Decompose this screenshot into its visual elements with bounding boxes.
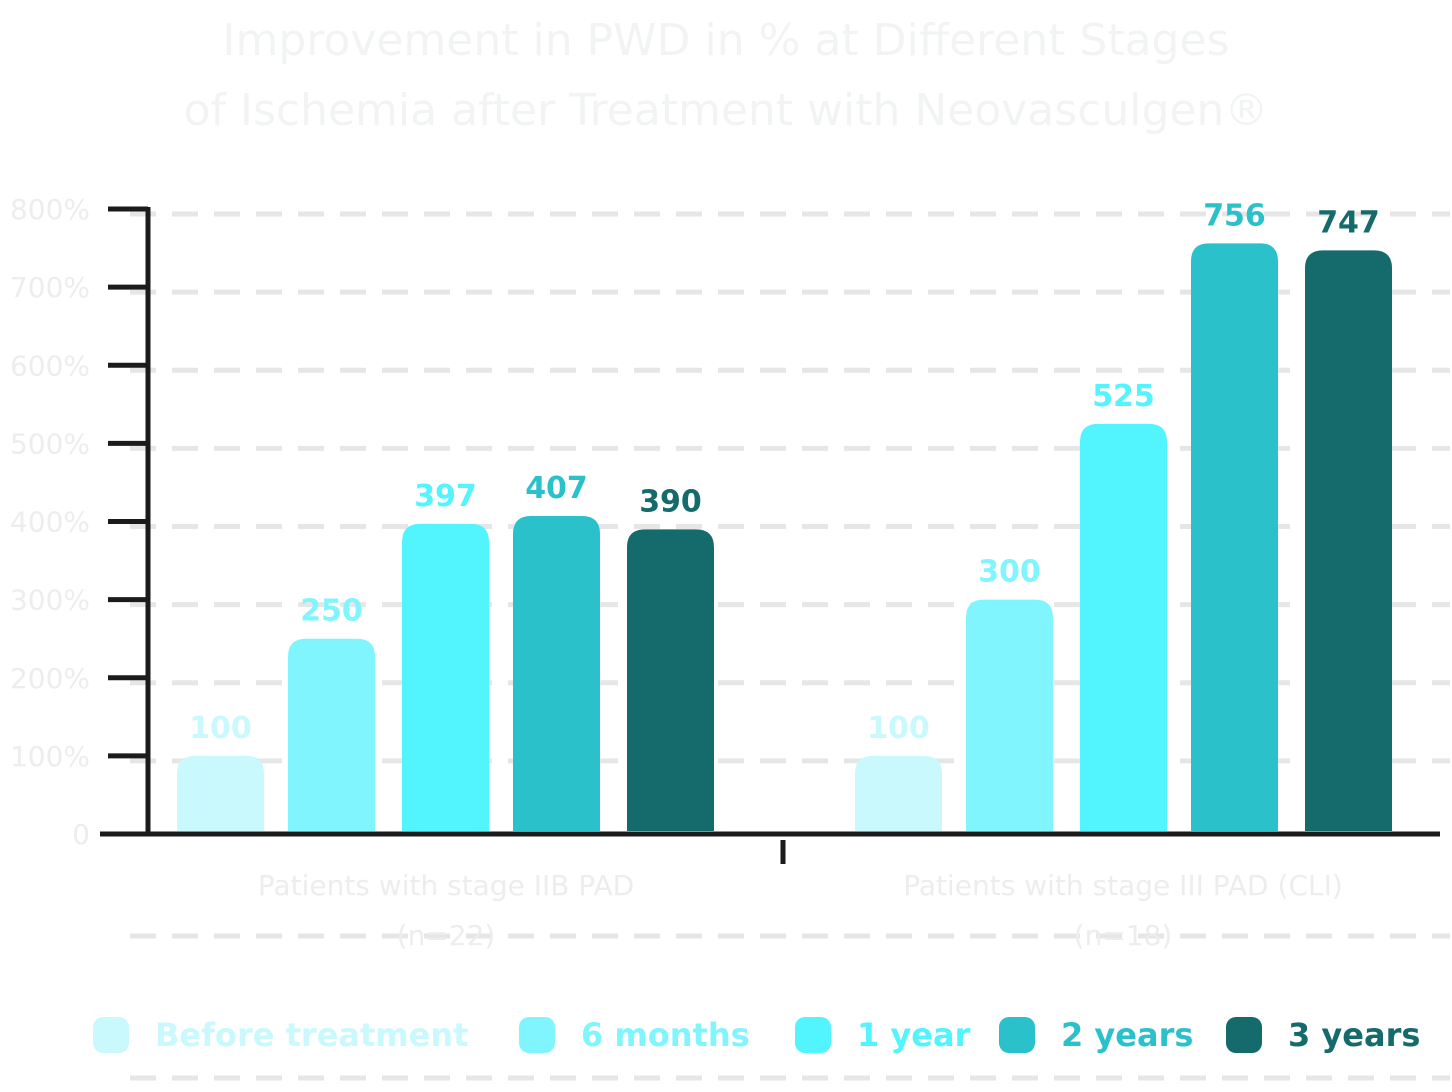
value-label: 756 — [1203, 198, 1266, 233]
y-axis-ticks: 0 100% 200% 300% 400% 500% 600% 700% 800% — [10, 193, 90, 851]
chart-title-line: of Ischemia after Treatment with Neovasc… — [184, 85, 1269, 136]
category-label: (n=18) — [1074, 919, 1173, 952]
axes — [100, 206, 1440, 864]
bar — [1305, 250, 1392, 831]
bar — [288, 638, 375, 831]
bar — [966, 599, 1053, 831]
category-label: Patients with stage III PAD (CLI) — [903, 869, 1343, 902]
bar — [402, 523, 489, 831]
value-label: 407 — [525, 471, 588, 506]
value-label: 100 — [189, 711, 252, 746]
value-label: 300 — [978, 555, 1041, 590]
legend-swatch — [1226, 1017, 1262, 1053]
y-tick-label: 200% — [10, 662, 90, 695]
y-tick-label: 500% — [10, 427, 90, 460]
bars — [177, 243, 1392, 831]
legend-label: Before treatment — [155, 1016, 468, 1054]
legend-swatch — [519, 1017, 555, 1053]
value-label: 525 — [1092, 379, 1155, 414]
legend-swatch — [999, 1017, 1035, 1053]
legend-swatch — [93, 1017, 129, 1053]
y-tick-label: 800% — [10, 193, 90, 226]
y-tick-label: 400% — [10, 506, 90, 539]
y-tick-label: 0 — [72, 818, 90, 851]
bar — [627, 529, 714, 831]
chart-title: Improvement in PWD in % at Different Sta… — [184, 15, 1269, 136]
y-tick-label: 300% — [10, 584, 90, 617]
bar — [177, 755, 264, 831]
legend-swatch — [795, 1017, 831, 1053]
value-label: 100 — [867, 711, 930, 746]
legend-label: 1 year — [857, 1016, 971, 1054]
y-tick-label: 700% — [10, 271, 90, 304]
legend: Before treatment 6 months 1 year 2 years 3 y… — [93, 1016, 1420, 1054]
chart-title-line: Improvement in PWD in % at Different Sta… — [223, 15, 1230, 66]
legend-label: 6 months — [581, 1016, 750, 1054]
value-labels: 100 100 250 300 397 525 407 756 390 747 — [189, 198, 1380, 746]
y-tick-label: 600% — [10, 349, 90, 382]
value-label: 390 — [639, 484, 702, 519]
category-label: (n=22) — [397, 919, 496, 952]
legend-label: 2 years — [1061, 1016, 1193, 1054]
bar — [1191, 243, 1278, 831]
y-tick-label: 100% — [10, 740, 90, 773]
bar — [855, 755, 942, 831]
value-label: 250 — [300, 594, 363, 629]
legend-label: 3 years — [1288, 1016, 1420, 1054]
category-label: Patients with stage IIB PAD — [258, 869, 634, 902]
bar — [513, 516, 600, 831]
value-label: 747 — [1317, 205, 1380, 240]
value-label: 397 — [414, 479, 477, 514]
bar — [1080, 423, 1167, 831]
x-axis-labels: Patients with stage IIB PAD (n=22) Patient… — [258, 869, 1343, 952]
